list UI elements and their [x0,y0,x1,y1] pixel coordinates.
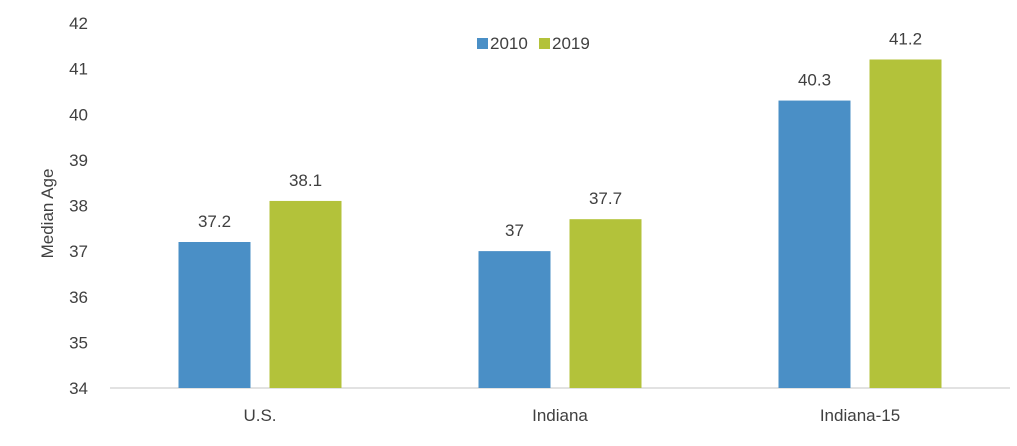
y-axis-title: Median Age [38,169,57,259]
y-tick-label: 34 [69,379,88,398]
bar-2010-indiana-15 [778,100,851,388]
data-label: 37.2 [198,212,231,231]
category-label: Indiana [532,406,588,425]
category-labels: U.S. Indiana Indiana-15 [243,406,900,425]
legend-label: 2010 [490,34,528,53]
bar-2019-u-s- [269,200,342,388]
data-label: 41.2 [889,30,922,49]
y-tick-label: 36 [69,288,88,307]
data-label: 38.1 [289,171,322,190]
data-label: 37 [505,221,524,240]
legend-label: 2019 [552,34,590,53]
bar-2019-indiana-15 [869,59,942,388]
y-tick-label: 39 [69,151,88,170]
y-tick-label: 38 [69,197,88,216]
bars [178,59,942,388]
bar-2010-indiana [478,251,551,388]
data-labels: 37.2 38.1 37 37.7 40.3 41.2 [198,30,922,241]
y-axis: 34 35 36 37 38 39 40 41 42 [69,14,88,398]
category-label: U.S. [243,406,276,425]
y-tick-label: 41 [69,60,88,79]
legend-swatch-2010 [477,38,488,49]
y-tick-label: 40 [69,105,88,124]
data-label: 40.3 [798,71,831,90]
bar-2010-u-s- [178,242,251,388]
legend: 2010 2019 [477,34,590,53]
legend-swatch-2019 [539,38,550,49]
y-tick-label: 42 [69,14,88,33]
data-label: 37.7 [589,189,622,208]
y-tick-label: 37 [69,242,88,261]
bar-2019-indiana [569,219,642,388]
category-label: Indiana-15 [820,406,900,425]
y-tick-label: 35 [69,333,88,352]
